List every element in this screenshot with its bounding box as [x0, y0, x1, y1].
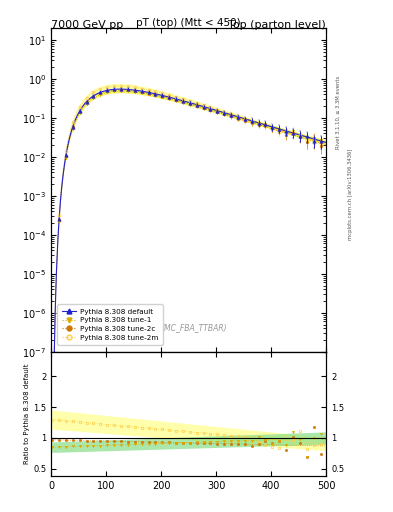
Title: pT (top) (Mtt < 450): pT (top) (Mtt < 450) [136, 17, 241, 28]
Legend: Pythia 8.308 default, Pythia 8.308 tune-1, Pythia 8.308 tune-2c, Pythia 8.308 tu: Pythia 8.308 default, Pythia 8.308 tune-… [57, 305, 163, 345]
Text: mcplots.cern.ch [arXiv:1306.3436]: mcplots.cern.ch [arXiv:1306.3436] [348, 149, 353, 240]
Text: 7000 GeV pp: 7000 GeV pp [51, 20, 123, 31]
Y-axis label: Ratio to Pythia 8.308 default: Ratio to Pythia 8.308 default [24, 364, 30, 464]
Text: Top (parton level): Top (parton level) [228, 20, 326, 31]
Text: Rivet 3.1.10, ≥ 3.3M events: Rivet 3.1.10, ≥ 3.3M events [336, 76, 341, 150]
Text: (MC_FBA_TTBAR): (MC_FBA_TTBAR) [162, 324, 227, 332]
